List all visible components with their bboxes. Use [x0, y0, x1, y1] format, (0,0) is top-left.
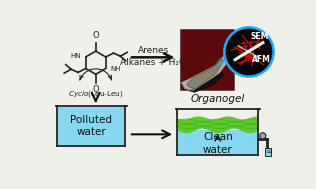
- Text: O: O: [92, 85, 99, 94]
- Text: $\it{Cyclo}$(Leu-Leu): $\it{Cyclo}$(Leu-Leu): [68, 89, 124, 99]
- Polygon shape: [186, 57, 223, 89]
- Text: Clean
water: Clean water: [203, 132, 233, 155]
- Text: O: O: [92, 31, 99, 40]
- Text: AFM: AFM: [252, 55, 271, 64]
- Circle shape: [224, 27, 274, 77]
- Bar: [180, 29, 234, 91]
- Bar: [58, 107, 124, 145]
- Text: NH: NH: [110, 66, 121, 72]
- Text: Organogel: Organogel: [191, 94, 245, 104]
- Text: Arenes: Arenes: [138, 46, 169, 55]
- Circle shape: [260, 133, 266, 139]
- Polygon shape: [190, 73, 223, 92]
- Text: Polluted
water: Polluted water: [70, 115, 112, 137]
- Bar: [178, 130, 258, 154]
- Bar: [265, 148, 270, 156]
- Text: SEM: SEM: [251, 32, 269, 41]
- Text: Alkanes + H₂O: Alkanes + H₂O: [120, 58, 186, 67]
- Text: HN: HN: [70, 53, 81, 59]
- Text: ≈: ≈: [265, 149, 271, 155]
- Polygon shape: [182, 55, 229, 91]
